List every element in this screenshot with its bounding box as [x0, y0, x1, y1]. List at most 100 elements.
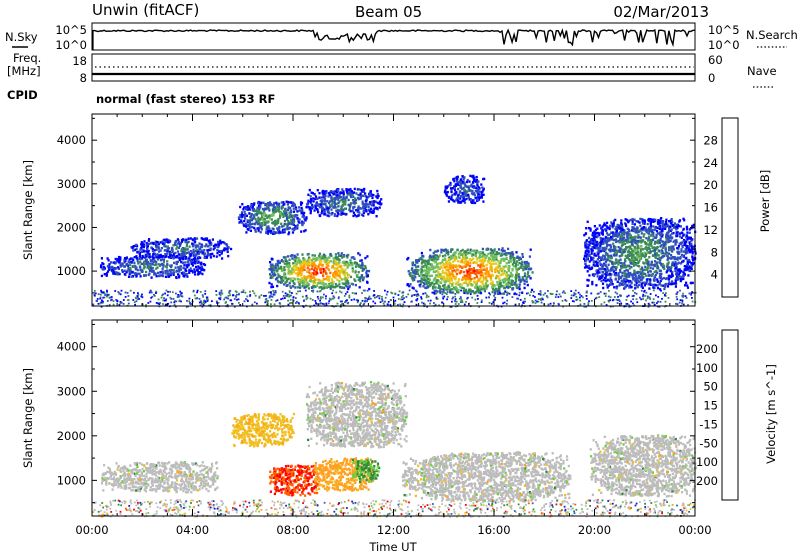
- data-cell: [601, 275, 604, 278]
- data-cell: [198, 250, 201, 254]
- data-cell: [277, 273, 280, 276]
- data-cell: [669, 225, 672, 228]
- data-cell: [313, 269, 316, 272]
- data-cell: [160, 241, 163, 244]
- data-cell: [352, 191, 356, 194]
- data-cell: [665, 225, 668, 228]
- data-cell: [661, 250, 664, 253]
- data-cell: [333, 213, 337, 216]
- data-cell: [157, 274, 160, 278]
- data-cell: [288, 216, 291, 219]
- data-cell: [656, 257, 660, 261]
- data-cell: [304, 285, 307, 288]
- data-cell: [140, 269, 143, 272]
- data-cell: [281, 230, 284, 233]
- data-cell: [345, 263, 348, 266]
- data-cell: [415, 259, 418, 262]
- data-cell: [614, 249, 617, 252]
- data-cell: [306, 253, 309, 256]
- data-cell: [258, 209, 261, 212]
- data-cell: [364, 266, 367, 270]
- data-cell: [612, 245, 615, 248]
- data-cell: [349, 210, 352, 213]
- data-cell: [180, 260, 183, 264]
- data-cell: [663, 264, 666, 267]
- data-cell: [161, 270, 164, 273]
- data-cell: [670, 247, 673, 251]
- data-cell: [378, 200, 381, 203]
- data-cell: [147, 239, 150, 242]
- data-cell: [591, 282, 594, 286]
- data-cell: [466, 284, 469, 287]
- data-cell: [136, 272, 139, 275]
- data-cell: [441, 284, 445, 287]
- data-cell: [332, 260, 335, 263]
- data-cell: [614, 245, 617, 249]
- data-cell: [151, 270, 154, 273]
- data-cell: [195, 249, 199, 252]
- noise-trace: [91, 28, 695, 50]
- data-cell: [472, 199, 475, 202]
- data-cell: [620, 267, 623, 270]
- data-cell: [317, 265, 320, 268]
- data-cell: [638, 252, 641, 256]
- data-cell: [267, 220, 270, 223]
- data-cell: [454, 286, 457, 289]
- data-cell: [349, 202, 353, 205]
- data-cell: [641, 286, 644, 289]
- data-cell: [348, 191, 351, 194]
- data-cell: [161, 274, 164, 278]
- data-cell: [276, 268, 279, 271]
- data-cell: [663, 243, 666, 246]
- data-cell: [174, 240, 177, 243]
- data-cell: [135, 257, 138, 260]
- data-cell: [253, 202, 256, 205]
- data-cell: [479, 271, 482, 274]
- data-cell: [314, 204, 317, 207]
- data-cell: [264, 221, 267, 224]
- data-cell: [443, 286, 446, 289]
- data-cell: [329, 252, 332, 256]
- data-cell: [185, 251, 188, 254]
- data-cell: [299, 263, 302, 267]
- data-cell: [479, 264, 482, 267]
- data-cell: [584, 262, 587, 265]
- data-cell: [619, 258, 622, 261]
- data-cell: [244, 206, 247, 209]
- data-cell: [465, 256, 468, 259]
- data-cell: [584, 244, 587, 247]
- data-cell: [620, 223, 623, 226]
- data-cell: [418, 257, 421, 260]
- data-cell: [685, 256, 688, 260]
- data-cell: [511, 274, 514, 277]
- data-cell: [324, 277, 327, 281]
- data-cell: [586, 258, 590, 261]
- data-cell: [271, 221, 274, 225]
- data-cell: [511, 263, 514, 266]
- data-cell: [123, 272, 126, 276]
- data-cell: [337, 205, 340, 208]
- data-cell: [452, 260, 455, 263]
- nsearch-label: N.Search: [746, 28, 798, 42]
- data-cell: [108, 263, 111, 266]
- data-cell: [138, 255, 142, 258]
- data-cell: [272, 205, 275, 209]
- data-cell: [341, 278, 344, 281]
- data-cell: [606, 283, 609, 286]
- data-cell: [335, 274, 338, 277]
- data-cell: [490, 259, 493, 263]
- data-cell: [277, 210, 280, 213]
- data-cell: [659, 232, 662, 236]
- data-cell: [599, 244, 602, 247]
- data-cell: [508, 285, 511, 288]
- data-cell: [117, 271, 120, 275]
- data-cell: [343, 255, 346, 258]
- data-cell: [366, 255, 369, 258]
- data-cell: [292, 277, 296, 280]
- data-cell: [649, 266, 652, 269]
- data-cell: [515, 260, 519, 263]
- data-cell: [186, 260, 189, 264]
- data-cell: [654, 260, 657, 263]
- data-cell: [209, 256, 212, 259]
- data-cell: [346, 193, 349, 196]
